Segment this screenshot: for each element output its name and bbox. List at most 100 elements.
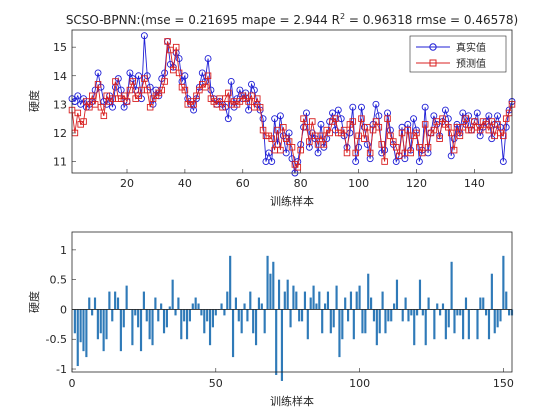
error-bar xyxy=(111,309,114,322)
error-bar xyxy=(180,309,183,340)
error-bar xyxy=(490,273,493,310)
data-point-predicted xyxy=(172,43,180,51)
error-bar xyxy=(157,309,160,322)
error-bar xyxy=(384,309,387,334)
error-bar xyxy=(418,279,422,310)
error-bar xyxy=(116,297,120,310)
data-point-actual xyxy=(224,115,232,123)
data-point-actual xyxy=(126,69,134,77)
data-point-predicted xyxy=(256,103,264,111)
error-bar xyxy=(416,309,419,316)
data-point-predicted xyxy=(485,126,493,134)
error-bar xyxy=(237,309,240,322)
error-bar xyxy=(375,309,378,346)
error-bar xyxy=(453,309,456,334)
data-point-predicted xyxy=(317,132,325,140)
data-point-predicted xyxy=(141,75,148,82)
top-series-group xyxy=(68,32,516,177)
error-bar xyxy=(318,291,321,310)
error-bar xyxy=(292,285,295,310)
error-bar xyxy=(393,303,396,310)
error-bar xyxy=(208,309,212,346)
error-bar xyxy=(119,309,122,352)
data-point-actual xyxy=(140,32,148,40)
error-bar xyxy=(505,291,508,310)
error-bar xyxy=(332,309,335,328)
error-bar xyxy=(381,291,384,310)
data-point-predicted xyxy=(146,103,154,111)
bottom-axes-box xyxy=(71,231,513,373)
error-bar xyxy=(349,291,353,310)
top-x-tick-label: 120 xyxy=(406,177,427,190)
bottom-x-axis-label: 训练样本 xyxy=(270,394,314,408)
error-bar xyxy=(206,309,209,322)
data-point-predicted xyxy=(97,103,105,111)
data-point-predicted xyxy=(450,146,458,154)
error-bar xyxy=(433,309,436,340)
error-bar xyxy=(183,309,186,322)
bottom-plot-area xyxy=(72,232,512,372)
data-point-predicted xyxy=(158,86,165,94)
data-point-actual xyxy=(352,158,360,166)
data-point-actual xyxy=(271,115,279,123)
error-bar xyxy=(427,297,430,310)
data-point-actual xyxy=(502,123,510,131)
data-point-predicted xyxy=(381,158,388,165)
legend: 真实值 预测值 xyxy=(409,35,507,73)
error-bar xyxy=(88,297,91,310)
data-point-actual xyxy=(334,106,342,114)
error-bar xyxy=(194,297,197,310)
data-point-actual xyxy=(494,112,501,120)
top-x-tick-label: 20 xyxy=(120,177,134,190)
error-bar xyxy=(467,309,470,340)
error-bar xyxy=(275,309,278,375)
bottom-y-tick-label: 0.5 xyxy=(50,274,68,287)
data-point-actual xyxy=(204,55,212,63)
data-point-predicted xyxy=(201,83,209,91)
error-bar xyxy=(137,309,140,328)
data-point-predicted xyxy=(332,115,339,122)
data-point-predicted xyxy=(123,98,131,105)
data-point-predicted xyxy=(430,126,438,134)
error-bar xyxy=(358,285,361,310)
error-bar xyxy=(361,309,364,334)
error-bar xyxy=(410,309,413,316)
error-bar xyxy=(231,309,235,358)
error-bar xyxy=(252,309,255,334)
data-point-predicted xyxy=(419,149,426,157)
error-bar xyxy=(82,309,85,352)
error-bar xyxy=(286,279,289,310)
data-point-predicted xyxy=(343,149,351,157)
error-bar xyxy=(272,261,275,310)
error-bar xyxy=(312,285,315,310)
bottom-y-tick-label: -1 xyxy=(56,363,67,376)
error-bar xyxy=(260,303,263,310)
error-bar xyxy=(450,261,453,310)
data-point-predicted xyxy=(181,86,189,94)
bottom-x-tick-label: 100 xyxy=(349,377,370,390)
error-bar xyxy=(165,309,168,328)
error-bar xyxy=(329,309,332,334)
error-bar xyxy=(499,309,502,322)
error-bar xyxy=(99,309,102,334)
error-bar xyxy=(154,297,157,310)
bottom-x-tick-label: 0 xyxy=(69,377,76,390)
error-bar xyxy=(220,303,223,310)
bottom-y-axis-label: 硬度 xyxy=(27,291,41,313)
data-point-actual xyxy=(410,115,418,123)
top-x-tick-label: 100 xyxy=(348,177,369,190)
error-bar xyxy=(487,309,491,340)
data-point-predicted xyxy=(320,141,328,148)
data-point-predicted xyxy=(306,138,313,145)
data-point-predicted xyxy=(349,118,357,125)
error-bar xyxy=(326,291,330,310)
top-subplot: SCSO-BPNN:(mse = 0.21695 mape = 2.944 R2… xyxy=(27,12,518,208)
data-point-predicted xyxy=(254,95,261,102)
error-bar xyxy=(364,309,367,334)
error-bar xyxy=(436,303,439,310)
data-point-predicted xyxy=(100,112,108,120)
error-bar xyxy=(378,309,381,334)
data-point-predicted xyxy=(164,38,171,45)
error-bar xyxy=(300,309,304,322)
error-bar xyxy=(341,309,344,340)
